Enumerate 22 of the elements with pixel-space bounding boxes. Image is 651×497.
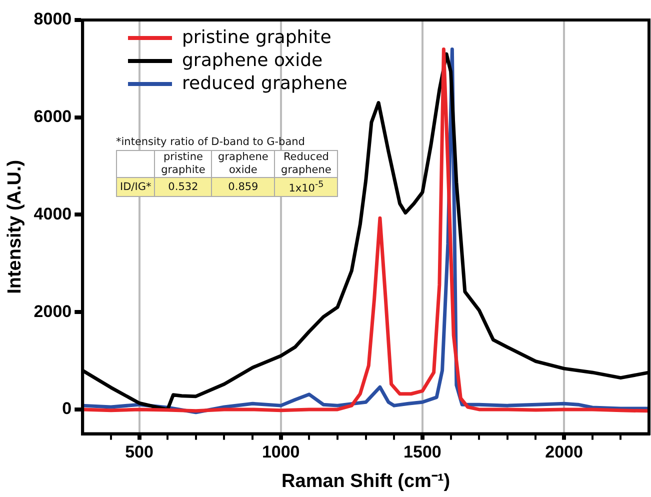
annotation: Reduced graphene: [274, 150, 338, 178]
x-tick-label: 500: [125, 442, 154, 462]
y-tick-label: 6000: [34, 107, 72, 126]
annotation: *intensity ratio of D-band to G-band: [116, 136, 306, 148]
y-tick-label: 4000: [34, 204, 72, 224]
legend-label: reduced graphene: [182, 72, 348, 95]
y-tick-label: 2000: [34, 302, 72, 321]
x-axis-title: Raman Shift (cm⁻¹): [282, 470, 450, 492]
y-tick-label: 8000: [34, 10, 72, 29]
annotation: 0.859: [212, 178, 275, 196]
legend-label: pristine graphite: [182, 26, 332, 49]
x-tick-label: 2000: [545, 442, 583, 462]
x-tick-label: 1000: [262, 442, 300, 462]
annotation: 1x10$^{-5}$: [274, 178, 338, 196]
annotation: ID/IG*: [116, 178, 155, 196]
legend-label: graphene oxide: [182, 49, 323, 72]
x-tick-label: 1500: [404, 442, 442, 462]
y-tick-label: 0: [62, 399, 72, 418]
annotation: pristine graphite: [154, 150, 212, 178]
annotation: 0.532: [154, 178, 212, 196]
annotation: graphene oxide: [212, 150, 275, 178]
y-axis-title: Intensity (A.U.): [4, 160, 26, 294]
